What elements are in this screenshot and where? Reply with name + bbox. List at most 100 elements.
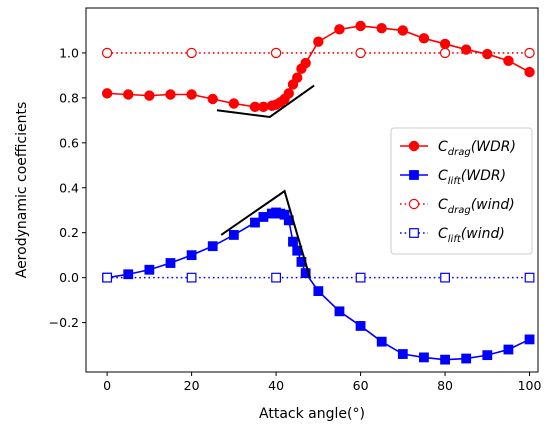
x-tick-label: 0 bbox=[103, 378, 111, 393]
legend-box bbox=[390, 127, 533, 255]
data-point bbox=[482, 350, 493, 361]
legend-label-tail: (WDR) bbox=[461, 168, 506, 184]
legend-label-subscript: drag bbox=[448, 205, 471, 216]
data-point bbox=[249, 101, 261, 113]
legend-label-subscript: lift bbox=[448, 176, 462, 187]
data-point bbox=[101, 88, 113, 99]
data-point bbox=[334, 306, 345, 317]
data-point bbox=[258, 212, 269, 222]
data-point bbox=[144, 90, 155, 101]
x-axis-label: Attack angle(°) bbox=[259, 406, 365, 422]
data-point bbox=[482, 48, 493, 60]
data-point bbox=[524, 47, 535, 59]
data-point bbox=[207, 93, 218, 105]
data-point bbox=[144, 264, 155, 275]
legend-label-subscript: lift bbox=[448, 234, 462, 245]
trend-annotation-line bbox=[216, 84, 315, 119]
data-point bbox=[334, 24, 345, 35]
y-tick-label: 0.4 bbox=[59, 180, 79, 195]
legend-label: Cdrag(WDR) bbox=[438, 139, 516, 158]
legend-label-base: C bbox=[438, 197, 448, 213]
data-point bbox=[270, 47, 282, 59]
data-point bbox=[258, 101, 269, 113]
data-point bbox=[283, 88, 294, 99]
legend-label-subscript: drag bbox=[448, 147, 471, 158]
data-point bbox=[250, 217, 260, 228]
data-point bbox=[207, 241, 218, 252]
legend-label-tail: (wind) bbox=[471, 197, 515, 213]
data-point bbox=[271, 272, 281, 283]
trend-annotation-line bbox=[220, 189, 311, 278]
legend-label: Cdrag(wind) bbox=[438, 197, 515, 216]
x-tick-label: 40 bbox=[268, 378, 284, 393]
data-point bbox=[228, 230, 239, 240]
y-tick-label: 0.6 bbox=[59, 135, 79, 150]
data-point bbox=[503, 55, 514, 67]
legend-marker bbox=[408, 198, 420, 210]
x-tick-label: 80 bbox=[437, 378, 453, 393]
legend-label: Clift(WDR) bbox=[438, 168, 506, 187]
data-point bbox=[376, 336, 387, 347]
data-point bbox=[524, 66, 535, 78]
x-tick-label: 20 bbox=[184, 378, 200, 393]
data-point bbox=[439, 38, 451, 50]
data-point bbox=[355, 321, 366, 331]
data-point bbox=[524, 334, 535, 345]
series-0 bbox=[101, 20, 535, 113]
data-point bbox=[165, 258, 176, 268]
data-point bbox=[439, 47, 451, 59]
legend-label-base: C bbox=[438, 168, 448, 184]
data-point bbox=[186, 272, 197, 283]
y-tick-label: 1.0 bbox=[59, 45, 79, 60]
annotation-layer bbox=[216, 84, 315, 278]
data-point bbox=[186, 47, 197, 59]
y-axis-label: Aerodynamic coefficients bbox=[14, 102, 30, 279]
legend-label-tail: (WDR) bbox=[471, 139, 516, 155]
x-axis-ticks: 0 20 40 60 80 100 bbox=[103, 372, 542, 393]
legend-marker bbox=[408, 140, 420, 152]
y-axis-ticks: −0.2 0.0 0.2 0.4 0.6 0.8 1.0 bbox=[49, 45, 86, 330]
series-2 bbox=[101, 47, 535, 59]
data-point bbox=[418, 33, 430, 44]
legend-marker bbox=[409, 228, 419, 238]
y-tick-label: 0.0 bbox=[59, 270, 79, 285]
data-point bbox=[440, 354, 450, 365]
plot-frame bbox=[85, 7, 539, 373]
legend-label-base: C bbox=[438, 139, 448, 155]
data-point bbox=[461, 353, 472, 364]
data-point bbox=[440, 272, 450, 283]
data-point bbox=[228, 98, 240, 109]
y-tick-label: −0.2 bbox=[49, 315, 79, 330]
y-tick-label: 0.8 bbox=[59, 90, 79, 105]
data-point bbox=[123, 269, 134, 280]
legend-label-tail: (wind) bbox=[461, 226, 505, 242]
data-point bbox=[524, 272, 535, 283]
data-point bbox=[186, 89, 197, 100]
series-layer bbox=[101, 20, 535, 365]
data-point bbox=[313, 36, 324, 47]
data-point bbox=[376, 23, 387, 34]
data-point bbox=[292, 72, 303, 83]
data-point bbox=[397, 349, 408, 359]
series-1 bbox=[102, 207, 535, 365]
legend-label: Clift(wind) bbox=[438, 226, 505, 245]
data-point bbox=[460, 44, 472, 55]
data-point bbox=[288, 236, 298, 247]
y-tick-label: 0.2 bbox=[59, 225, 79, 240]
legend: Cdrag(WDR)Clift(WDR)Cdrag(wind)Clift(win… bbox=[390, 127, 533, 255]
data-point bbox=[300, 57, 311, 69]
data-point bbox=[355, 20, 366, 32]
x-tick-label: 60 bbox=[353, 378, 369, 393]
data-point bbox=[397, 25, 409, 36]
data-point bbox=[123, 89, 134, 100]
data-point bbox=[419, 352, 429, 363]
legend-marker bbox=[409, 170, 419, 180]
data-point bbox=[355, 272, 366, 283]
x-tick-label: 100 bbox=[518, 378, 542, 393]
data-point bbox=[355, 47, 366, 59]
legend-label-base: C bbox=[438, 226, 448, 242]
data-point bbox=[165, 89, 176, 100]
data-point bbox=[102, 272, 113, 283]
data-point bbox=[313, 286, 324, 297]
